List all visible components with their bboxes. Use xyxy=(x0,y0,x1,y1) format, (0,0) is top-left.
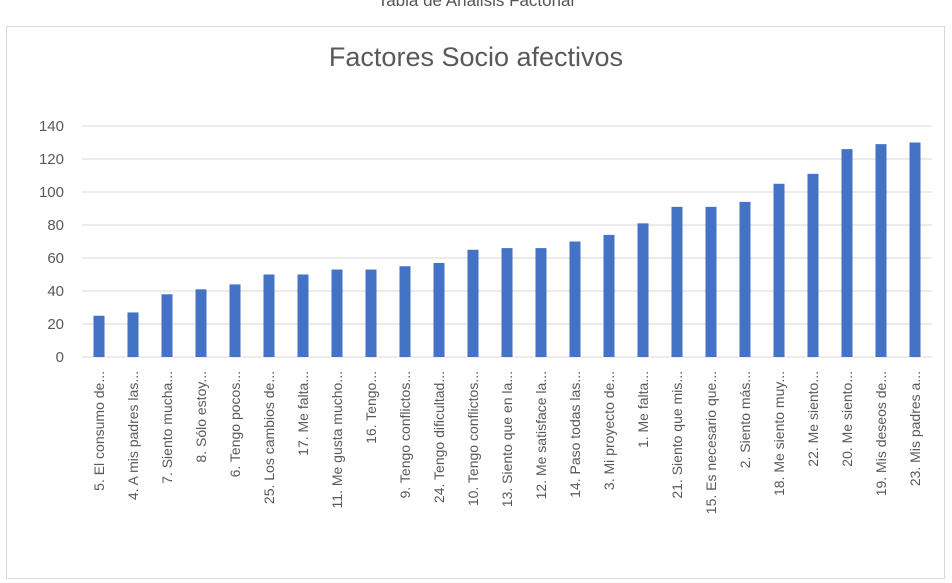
x-category-label: 11. Me gusta mucho... xyxy=(329,371,345,508)
bar xyxy=(603,234,615,357)
x-category-label: 15. Es necesario que... xyxy=(703,371,719,514)
x-category-label: 14. Paso todas las... xyxy=(567,371,583,498)
bar xyxy=(195,289,207,357)
caption-fragment: Tabla de Análisis Factorial xyxy=(0,0,952,10)
y-tick-label: 40 xyxy=(47,283,64,300)
bar xyxy=(535,248,547,357)
bar xyxy=(127,312,139,357)
x-category-label: 18. Me siento muy... xyxy=(771,371,787,496)
bar xyxy=(909,142,921,357)
bar xyxy=(229,284,241,357)
x-category-label: 10. Tengo conflictos... xyxy=(465,371,481,506)
bars xyxy=(93,142,921,357)
bar xyxy=(773,183,785,357)
caption-text: Tabla de Análisis Factorial xyxy=(377,0,575,10)
x-category-label: 12. Me satisface la... xyxy=(533,371,549,499)
x-category-label: 7. Siento mucha... xyxy=(159,371,175,484)
y-tick-label: 20 xyxy=(47,316,64,333)
bar xyxy=(637,223,649,357)
x-axis-labels: 5. El consumo de... 4. A mis padres las..… xyxy=(91,371,923,514)
x-category-label: 24. Tengo dificultad... xyxy=(431,371,447,503)
bar xyxy=(331,269,343,357)
bar xyxy=(807,173,819,357)
chart-title: Factores Socio afectivos xyxy=(328,42,624,72)
bar xyxy=(399,266,411,357)
bar xyxy=(501,248,513,357)
bar xyxy=(671,206,683,357)
x-category-label: 4. A mis padres las... xyxy=(125,371,141,500)
bar xyxy=(569,241,581,357)
bar xyxy=(93,315,105,357)
bar xyxy=(433,262,445,357)
y-tick-label: 120 xyxy=(39,151,64,168)
y-tick-label: 80 xyxy=(47,217,64,234)
x-category-label: 3. Mi proyecto de... xyxy=(601,371,617,490)
y-axis-ticks: 0 20 40 60 80 100 120 140 xyxy=(39,118,64,366)
y-tick-label: 60 xyxy=(47,250,64,267)
x-category-label: 1. Me falta... xyxy=(635,371,651,448)
x-category-label: 16. Tengo... xyxy=(363,371,379,444)
x-category-label: 20. Me siento... xyxy=(839,371,855,467)
x-category-label: 23. Mis padres a... xyxy=(907,371,923,486)
y-tick-label: 100 xyxy=(39,184,64,201)
x-category-label: 2. Siento más... xyxy=(737,371,753,468)
bar xyxy=(875,144,887,357)
bar xyxy=(297,274,309,357)
x-category-label: 19. Mis deseos de... xyxy=(873,371,889,496)
x-category-label: 9. Tengo conflictos... xyxy=(397,371,413,498)
x-category-label: 13. Siento que en la... xyxy=(499,371,515,507)
y-tick-label: 140 xyxy=(39,118,64,135)
bar xyxy=(841,149,853,357)
x-category-label: 6. Tengo pocos... xyxy=(227,371,243,477)
x-category-label: 21. Siento que mis... xyxy=(669,371,685,499)
bar xyxy=(705,206,717,357)
bar xyxy=(739,201,751,357)
x-category-label: 22. Me siento... xyxy=(805,371,821,467)
x-category-label: 25. Los cambios de... xyxy=(261,371,277,504)
y-tick-label: 0 xyxy=(56,349,64,366)
x-category-label: 5. El consumo de... xyxy=(91,371,107,491)
bar xyxy=(365,269,377,357)
bar xyxy=(467,249,479,357)
x-category-label: 17. Me falta... xyxy=(295,371,311,456)
x-category-label: 8. Sólo estoy... xyxy=(193,371,209,463)
bar xyxy=(161,294,173,357)
bar xyxy=(263,274,275,357)
